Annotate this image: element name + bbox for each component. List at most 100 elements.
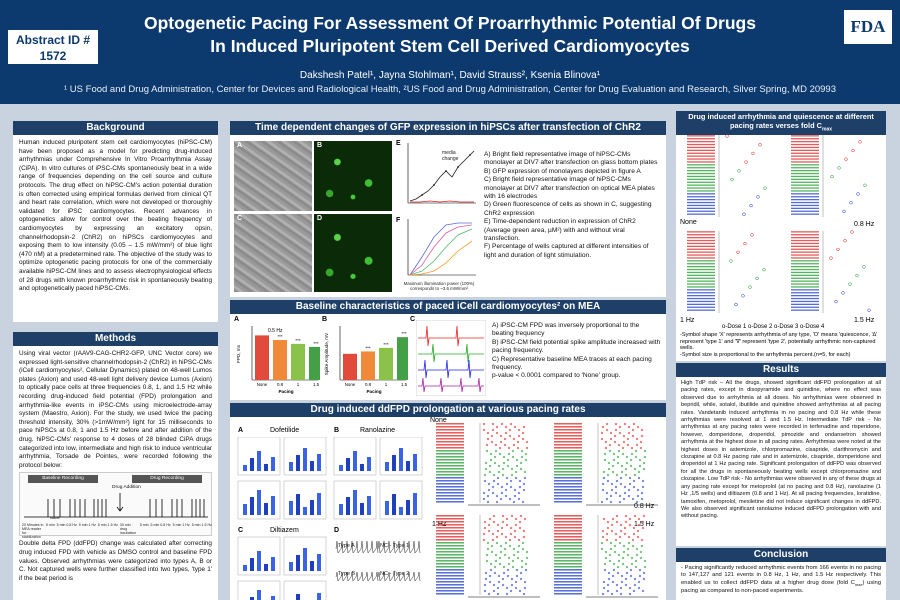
drug-name-bar bbox=[554, 441, 582, 443]
arrhythmia-symbol bbox=[743, 241, 747, 246]
dose-dot bbox=[510, 577, 514, 581]
bar bbox=[397, 337, 408, 380]
drug-name-bar bbox=[436, 435, 464, 437]
gfp-legend-item: A) Bright field representative image of … bbox=[484, 151, 658, 167]
arrhythmia-symbol bbox=[729, 259, 733, 263]
dose-dot bbox=[613, 550, 617, 554]
conclusion-section: Conclusion - Pacing significantly reduce… bbox=[676, 548, 886, 600]
dose-dot bbox=[641, 589, 645, 593]
bar bbox=[379, 347, 393, 380]
dose-dot bbox=[495, 541, 499, 545]
dose-dot bbox=[492, 583, 496, 587]
arrhythmia-symbol bbox=[750, 233, 754, 237]
dose-dot bbox=[631, 544, 635, 548]
dose-dot bbox=[482, 428, 486, 432]
ddfpd-dot-plot bbox=[436, 422, 658, 598]
drug-name-bar bbox=[791, 266, 819, 268]
arrhythmia-symbol bbox=[734, 302, 738, 307]
dose-dot bbox=[501, 520, 505, 524]
y-axis-label: FPD, ms bbox=[236, 344, 241, 363]
protocol-baseline-label: Baseline Recording bbox=[28, 475, 98, 484]
dose-dot bbox=[512, 553, 516, 557]
mini-bar bbox=[406, 461, 410, 471]
drug-name-bar bbox=[687, 155, 715, 157]
drug-name-bar bbox=[791, 300, 819, 303]
dose-dot bbox=[488, 517, 492, 521]
rate-08: 0.8 Hz bbox=[854, 221, 875, 228]
protocol-step: 5 min 1 Hz bbox=[172, 523, 190, 528]
drug-name-bar bbox=[791, 141, 819, 143]
dose-dot bbox=[487, 488, 491, 492]
dose-dot bbox=[619, 529, 623, 533]
dose-dot bbox=[520, 449, 524, 453]
arrhythmia-symbol bbox=[756, 195, 760, 199]
dose-dot bbox=[509, 589, 513, 593]
dose-dot bbox=[512, 437, 516, 441]
conclusion-text: - Pacing significantly reduced arrhythmi… bbox=[676, 562, 886, 599]
dose-dot bbox=[639, 550, 643, 554]
dose-dot bbox=[617, 559, 621, 563]
dose-dot bbox=[619, 523, 623, 527]
dose-dot bbox=[519, 514, 523, 518]
arrhythmia-symbol bbox=[842, 209, 846, 214]
dose-dot bbox=[486, 437, 490, 441]
bar bbox=[309, 346, 320, 380]
dose-dot bbox=[604, 550, 608, 554]
drug-name-bar bbox=[436, 438, 464, 440]
dose-dot bbox=[504, 431, 508, 435]
dose-legend: o-Dose 1 o-Dose 2 o-Dose 3 o-Dose 4 bbox=[722, 324, 825, 330]
drug-name-bar bbox=[791, 286, 819, 288]
mini-bar bbox=[257, 490, 261, 515]
drug-name-bar bbox=[554, 590, 582, 592]
dose-dot bbox=[505, 592, 509, 596]
dose-dot bbox=[525, 446, 529, 450]
baseline-letter-c: C bbox=[410, 316, 416, 323]
gfp-expression-section: Time dependent changes of GFP expression… bbox=[230, 121, 666, 297]
drug-name-bar bbox=[436, 560, 464, 562]
dose-dot bbox=[494, 553, 498, 557]
dose-dot bbox=[499, 440, 503, 444]
dose-dot bbox=[618, 425, 622, 429]
drug-name-bar bbox=[554, 572, 582, 574]
drug-name-bar bbox=[436, 450, 464, 452]
dose-dot bbox=[498, 556, 502, 560]
dose-dot bbox=[638, 568, 642, 572]
dose-dot bbox=[643, 565, 647, 569]
drug-name-bar bbox=[687, 280, 715, 282]
dose-dot bbox=[518, 589, 522, 593]
dose-dot bbox=[625, 461, 629, 465]
dose-dot bbox=[627, 488, 631, 492]
dose-dot bbox=[501, 514, 505, 518]
drug-name-bar bbox=[554, 447, 582, 449]
drug-name-bar bbox=[687, 234, 715, 236]
drug-name-bar bbox=[791, 175, 819, 178]
mini-bar bbox=[243, 504, 247, 515]
arrhythmia-symbol bbox=[725, 134, 729, 138]
dose-dot bbox=[635, 437, 639, 441]
drug-name-bar bbox=[687, 213, 715, 215]
dose-dot bbox=[500, 485, 504, 489]
drug-name-bar bbox=[687, 289, 715, 291]
arrhythmia-symbol bbox=[841, 291, 845, 295]
drug-name-bar bbox=[687, 184, 715, 186]
dose-dot bbox=[516, 446, 520, 450]
author-list: Dakshesh Patel¹, Jayna Stohlman¹, David … bbox=[299, 70, 601, 81]
dose-dot bbox=[488, 574, 492, 578]
dose-dot bbox=[609, 437, 613, 441]
drug-name-bar bbox=[554, 563, 582, 565]
dose-dot bbox=[509, 485, 513, 489]
dose-dot bbox=[489, 458, 493, 462]
dose-dot bbox=[626, 547, 630, 551]
chart-annotation: 0.5 Hz bbox=[268, 328, 283, 334]
protocol-step: 5 min 1.5 Hz bbox=[97, 523, 118, 528]
dose-dot bbox=[502, 455, 506, 459]
dose-dot bbox=[624, 467, 628, 471]
dose-dot bbox=[487, 592, 491, 596]
f-axis-caption: Maximum illumination power (100%) corres… bbox=[403, 281, 475, 291]
dose-dot bbox=[637, 523, 641, 527]
dose-dot bbox=[525, 440, 529, 444]
drug-name-bar bbox=[436, 492, 464, 494]
rate-15: 1.5 Hz bbox=[854, 317, 875, 324]
dose-dot bbox=[518, 485, 522, 489]
drug-name-bar bbox=[791, 260, 819, 262]
